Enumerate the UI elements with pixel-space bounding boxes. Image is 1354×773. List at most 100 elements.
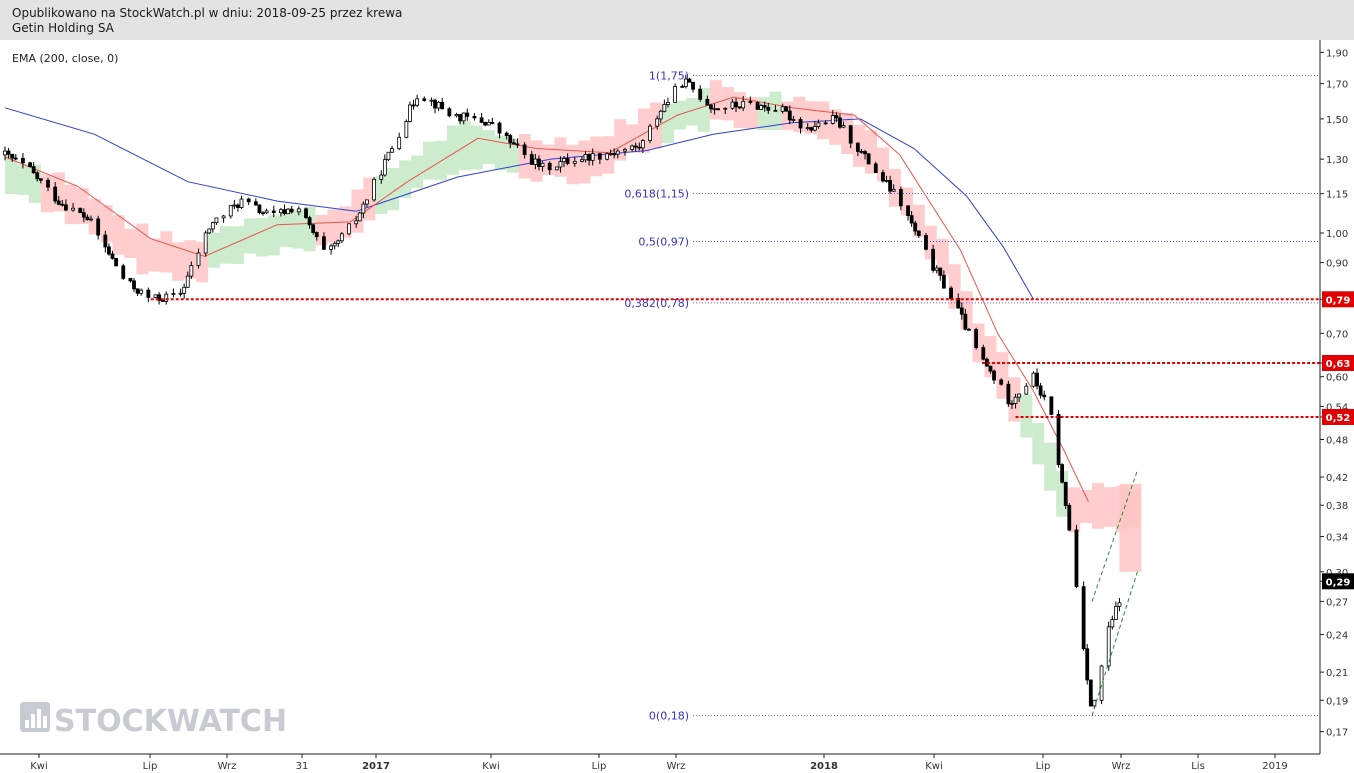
- candle-body: [730, 101, 735, 109]
- cloud-segment: [220, 226, 233, 264]
- candle-body: [823, 122, 828, 125]
- candle-body: [236, 204, 240, 208]
- candle-body: [587, 154, 592, 161]
- candle-body: [128, 277, 133, 282]
- trend-channel: [1091, 470, 1138, 716]
- candle-body: [357, 212, 362, 222]
- candle-body: [605, 153, 609, 160]
- candle-body: [386, 151, 391, 161]
- candle-body: [666, 101, 670, 105]
- candle-body: [759, 105, 764, 110]
- cloud-segment: [124, 228, 137, 258]
- candle-body: [1056, 413, 1061, 465]
- cloud-segment: [1032, 422, 1045, 465]
- candle-body: [307, 217, 312, 226]
- y-tick-label: 0,79: [1326, 295, 1351, 306]
- candle-body: [38, 178, 43, 181]
- candle-body: [60, 203, 65, 206]
- cloud-segment: [458, 121, 471, 171]
- cloud-segment: [267, 215, 280, 256]
- candle-body: [210, 222, 215, 230]
- cloud-segment: [482, 130, 495, 165]
- candle-body: [1117, 602, 1122, 607]
- candle-body: [304, 208, 308, 219]
- fib-label: 0(0,18): [649, 710, 689, 723]
- cloud-segment: [327, 209, 340, 243]
- y-tick-label: 0,17: [1326, 728, 1348, 739]
- candle-body: [314, 232, 319, 238]
- candle-body: [271, 210, 276, 214]
- candle-body: [916, 230, 921, 236]
- y-tick-label: 0,27: [1326, 597, 1348, 608]
- candle-body: [941, 274, 946, 289]
- y-tick-label: 0,21: [1326, 668, 1348, 679]
- candle-body: [590, 153, 595, 161]
- candle-body: [89, 218, 93, 221]
- candle-body: [436, 101, 441, 109]
- candle-body: [630, 145, 635, 150]
- candle-body: [640, 140, 645, 149]
- stockwatch-logo: STOCKWATCH: [20, 702, 287, 739]
- candle-body: [1013, 396, 1018, 404]
- fib-label: 1(1,75): [649, 70, 689, 83]
- trend-line: [1091, 571, 1138, 716]
- candle-body: [490, 122, 495, 124]
- candle-body: [615, 150, 620, 155]
- candle-body: [164, 293, 169, 302]
- ema-lines: [4, 96, 1089, 502]
- cloud-segment: [172, 242, 185, 281]
- candle-body: [992, 370, 996, 381]
- candle-body: [397, 136, 402, 150]
- candle-body: [748, 100, 753, 103]
- y-tick-label: 1,70: [1326, 80, 1348, 91]
- candle-body: [1067, 505, 1072, 531]
- cloud-segment: [279, 211, 292, 247]
- candle-body: [35, 172, 40, 180]
- candle-body: [612, 153, 617, 156]
- candle-body: [336, 240, 341, 244]
- candle-body: [633, 145, 638, 148]
- candle-body: [81, 212, 86, 218]
- candle-body: [415, 98, 420, 106]
- candle-body: [809, 127, 814, 131]
- candle-body: [157, 294, 161, 301]
- candle-body: [623, 149, 627, 152]
- y-tick-label: 0,42: [1326, 473, 1348, 484]
- candle-body: [773, 109, 778, 112]
- candle-body: [286, 208, 290, 215]
- candle-body: [662, 104, 667, 112]
- candle-body: [31, 166, 36, 174]
- candle-body: [465, 112, 470, 117]
- candle-body: [866, 153, 871, 165]
- candle-body: [924, 235, 928, 250]
- candle-body: [1035, 372, 1039, 387]
- cloud-segment: [494, 135, 507, 171]
- cloud-segment: [100, 205, 113, 243]
- candle-body: [279, 209, 283, 214]
- candle-body: [114, 258, 118, 267]
- candle-body: [472, 116, 477, 119]
- cloud-segment: [5, 154, 17, 194]
- candle-body: [934, 267, 939, 271]
- x-tick-label: Wrz: [667, 761, 686, 772]
- candle-body: [938, 267, 943, 276]
- candle-body: [21, 157, 25, 164]
- x-tick-label: Kwi: [482, 761, 500, 772]
- x-tick-label: 31: [296, 761, 309, 772]
- cloud-segment: [112, 215, 125, 255]
- candle-body: [479, 117, 484, 123]
- y-tick-label: 0,70: [1326, 329, 1348, 340]
- candle-body: [741, 100, 746, 109]
- candle-body: [110, 253, 115, 259]
- candle-body: [56, 200, 61, 205]
- cloud-segment: [148, 238, 161, 272]
- candle-body: [189, 265, 194, 277]
- y-tick-label: 1,30: [1326, 155, 1348, 166]
- candle-body: [454, 114, 459, 117]
- candle-body: [107, 246, 111, 255]
- candle-body: [540, 162, 545, 167]
- x-tick-label: Wrz: [1112, 761, 1131, 772]
- candle-body: [486, 122, 491, 126]
- candle-body: [10, 153, 15, 159]
- candle-body: [737, 106, 742, 109]
